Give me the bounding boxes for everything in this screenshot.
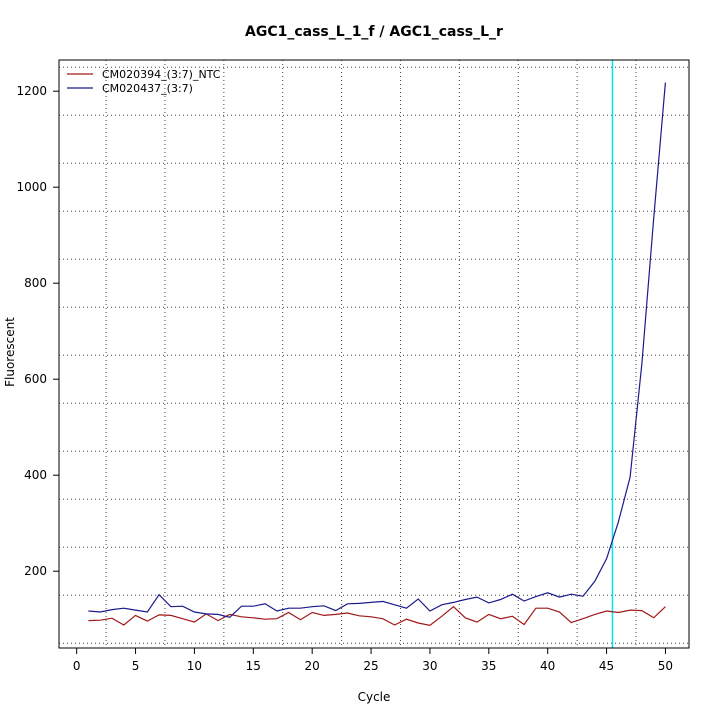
series-line-2 bbox=[88, 82, 666, 618]
x-tick-label: 15 bbox=[246, 659, 261, 673]
x-tick-label: 0 bbox=[73, 659, 81, 673]
y-tick-label: 400 bbox=[24, 468, 47, 482]
x-tick-label: 50 bbox=[658, 659, 673, 673]
chart-title: AGC1_cass_L_1_f / AGC1_cass_L_r bbox=[245, 24, 503, 40]
x-tick-label: 30 bbox=[422, 659, 437, 673]
x-tick-label: 35 bbox=[481, 659, 496, 673]
series-layer bbox=[88, 82, 666, 627]
x-tick-label: 40 bbox=[540, 659, 555, 673]
plot-frame bbox=[58, 59, 690, 649]
series-line-1 bbox=[88, 605, 666, 627]
y-tick-label: 600 bbox=[24, 372, 47, 386]
y-tick-label: 800 bbox=[24, 276, 47, 290]
y-axis-label: Fluorescent bbox=[3, 317, 17, 387]
legend-label: CM020437_(3:7) bbox=[102, 82, 193, 95]
y-tick-label: 1000 bbox=[16, 180, 47, 194]
y-tick-label: 1200 bbox=[16, 84, 47, 98]
x-tick-label: 20 bbox=[305, 659, 320, 673]
x-tick-label: 25 bbox=[363, 659, 378, 673]
y-tick-label: 200 bbox=[24, 564, 47, 578]
legend-label: CM020394_(3:7)_NTC bbox=[102, 68, 221, 81]
x-axis-label: Cycle bbox=[358, 690, 391, 704]
x-tick-label: 45 bbox=[599, 659, 614, 673]
grid-lines bbox=[59, 60, 689, 648]
x-tick-label: 5 bbox=[132, 659, 140, 673]
axes: 0 5 10 15 20 25 30 35 40 45 50 200 400 600 800 1000 1200 bbox=[16, 84, 673, 673]
x-tick-label: 10 bbox=[187, 659, 202, 673]
